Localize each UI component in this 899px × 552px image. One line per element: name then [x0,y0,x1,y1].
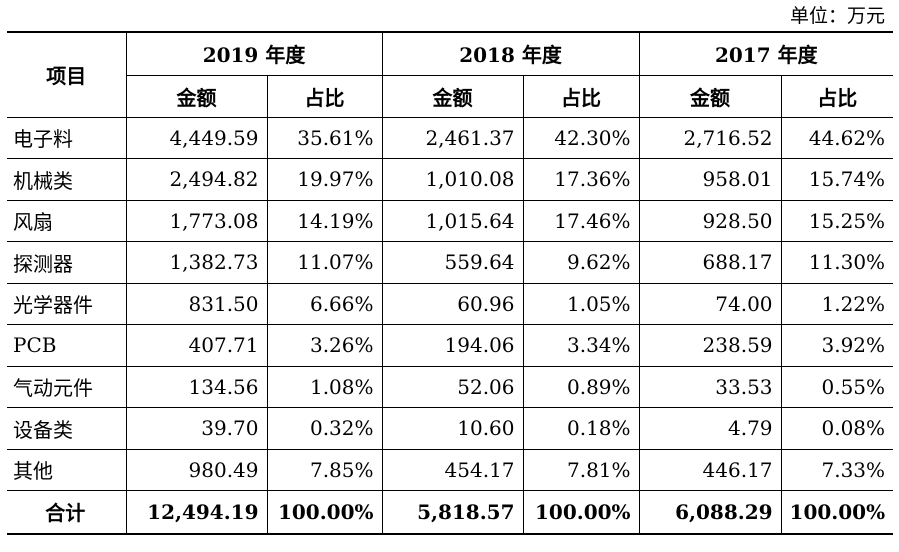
cell-ratio: 11.07% [266,241,383,284]
header-ratio: 占比 [266,74,383,118]
header-year-2018: 2018 年度 [381,31,640,76]
cell-ratio: 0.89% [522,365,640,408]
row-label: 探测器 [7,241,127,284]
table-row: 光学器件 831.50 6.66% 60.96 1.05% 74.00 1.22… [7,282,894,325]
row-label: 风扇 [7,199,127,242]
cell-ratio: 17.46% [522,199,640,242]
row-label: 气动元件 [7,365,127,408]
cell-amount: 1,382.73 [125,241,268,284]
cell-ratio: 1.22% [780,282,894,325]
row-label: 设备类 [7,407,127,450]
cell-amount: 4,449.59 [125,116,268,159]
cell-ratio: 15.74% [780,158,894,201]
cell-amount: 134.56 [125,365,268,408]
row-label: 电子料 [7,116,127,159]
cell-amount: 10.60 [381,407,524,450]
total-ratio: 100.00% [266,490,383,535]
cell-amount: 39.70 [125,407,268,450]
cell-amount: 1,015.64 [381,199,524,242]
cell-ratio: 0.55% [780,365,894,408]
row-label: 其他 [7,448,127,491]
row-label: 光学器件 [7,282,127,325]
total-row: 合计 12,494.19 100.00% 5,818.57 100.00% 6,… [7,490,894,535]
table-row: 机械类 2,494.82 19.97% 1,010.08 17.36% 958.… [7,158,894,201]
cell-amount: 2,461.37 [381,116,524,159]
cell-amount: 1,773.08 [125,199,268,242]
total-amount: 6,088.29 [638,490,782,535]
table-row: PCB 407.71 3.26% 194.06 3.34% 238.59 3.9… [7,324,894,367]
cell-amount: 928.50 [638,199,782,242]
total-ratio: 100.00% [522,490,640,535]
cell-ratio: 35.61% [266,116,383,159]
cell-ratio: 7.85% [266,448,383,491]
total-amount: 12,494.19 [125,490,268,535]
table-row: 电子料 4,449.59 35.61% 2,461.37 42.30% 2,71… [7,116,894,159]
cell-ratio: 3.34% [522,324,640,367]
table-row: 气动元件 134.56 1.08% 52.06 0.89% 33.53 0.55… [7,365,894,408]
cell-ratio: 42.30% [522,116,640,159]
cell-amount: 74.00 [638,282,782,325]
cell-ratio: 1.05% [522,282,640,325]
cell-ratio: 19.97% [266,158,383,201]
row-label: 机械类 [7,158,127,201]
header-row-years: 项目 2019 年度 2018 年度 2017 年度 [7,31,894,118]
header-item: 项目 [7,31,127,118]
cell-ratio: 0.18% [522,407,640,450]
table-row: 其他 980.49 7.85% 454.17 7.81% 446.17 7.33… [7,448,894,491]
cost-breakdown-table: 项目 2019 年度 2018 年度 2017 年度 金额 占比 金额 占比 金… [7,31,894,535]
cell-amount: 194.06 [381,324,524,367]
cell-amount: 446.17 [638,448,782,491]
header-year-2019: 2019 年度 [125,31,383,76]
header-amount: 金额 [381,74,524,118]
cell-amount: 1,010.08 [381,158,524,201]
cell-ratio: 0.08% [780,407,894,450]
cell-ratio: 1.08% [266,365,383,408]
cell-amount: 688.17 [638,241,782,284]
table-row: 设备类 39.70 0.32% 10.60 0.18% 4.79 0.08% [7,407,894,450]
header-year-2017: 2017 年度 [638,31,894,76]
cell-ratio: 17.36% [522,158,640,201]
cell-amount: 33.53 [638,365,782,408]
cell-ratio: 11.30% [780,241,894,284]
header-amount: 金额 [126,74,268,118]
total-amount: 5,818.57 [381,490,524,535]
cell-ratio: 7.81% [522,448,640,491]
cell-ratio: 6.66% [266,282,383,325]
cell-amount: 958.01 [638,158,782,201]
total-label: 合计 [7,490,127,535]
cell-amount: 4.79 [638,407,782,450]
cell-amount: 60.96 [381,282,524,325]
table-row: 风扇 1,773.08 14.19% 1,015.64 17.46% 928.5… [7,199,894,242]
cell-amount: 559.64 [381,241,524,284]
cell-amount: 454.17 [381,448,524,491]
total-ratio: 100.00% [780,490,894,535]
cell-ratio: 15.25% [780,199,894,242]
cell-amount: 407.71 [125,324,268,367]
cell-amount: 2,716.52 [638,116,782,159]
header-amount: 金额 [638,74,782,118]
cell-ratio: 44.62% [780,116,894,159]
table-row: 探测器 1,382.73 11.07% 559.64 9.62% 688.17 … [7,241,894,284]
cell-amount: 238.59 [638,324,782,367]
cell-ratio: 14.19% [266,199,383,242]
cell-ratio: 9.62% [522,241,640,284]
cell-amount: 980.49 [125,448,268,491]
cell-ratio: 3.26% [266,324,383,367]
header-ratio: 占比 [780,74,894,118]
cell-ratio: 0.32% [266,407,383,450]
cell-amount: 52.06 [381,365,524,408]
header-ratio: 占比 [522,74,640,118]
unit-label: 单位：万元 [789,5,885,27]
cell-ratio: 7.33% [780,448,894,491]
row-label: PCB [7,324,127,367]
cell-amount: 831.50 [125,282,268,325]
header-row-subcols: 金额 占比 金额 占比 金额 占比 [7,74,894,118]
cell-amount: 2,494.82 [125,158,268,201]
cell-ratio: 3.92% [780,324,894,367]
